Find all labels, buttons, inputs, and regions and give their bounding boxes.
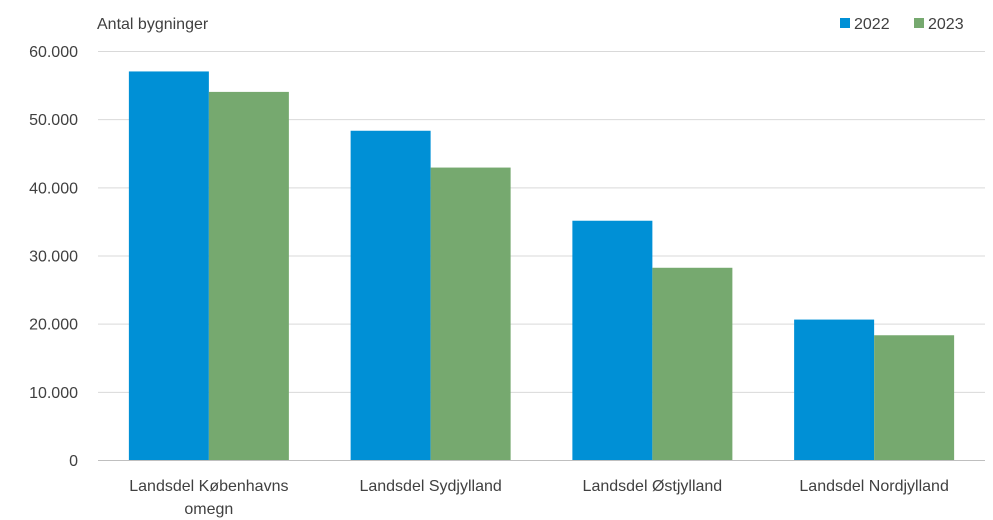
bars: [128, 71, 955, 461]
x-category-label: Landsdel Sydjylland: [359, 478, 501, 495]
y-tick-label: 0: [69, 453, 78, 470]
bar-2022-3: [794, 319, 875, 460]
y-tick-label: 30.000: [29, 249, 78, 266]
y-tick-label: 20.000: [29, 317, 78, 334]
x-category-label: Landsdel Østjylland: [583, 478, 723, 495]
labels: 0 10.000 20.000 30.000 40.000 50.000 60.000 Lan…: [29, 16, 949, 518]
y-tick-label: 60.000: [29, 44, 78, 61]
x-category-label: omegn: [184, 501, 233, 518]
bar-2022-1: [350, 130, 431, 460]
legend-swatch-2022: [840, 18, 850, 28]
bar-2022-0: [128, 71, 209, 460]
bar-2023-0: [208, 91, 289, 461]
bar-2023-2: [652, 267, 733, 460]
bar-2023-3: [874, 335, 955, 460]
y-tick-label: 50.000: [29, 112, 78, 129]
legend-label-2022: 2022: [854, 16, 890, 33]
y-axis-label: Antal bygninger: [97, 16, 209, 33]
bar-2023-1: [430, 167, 511, 460]
y-tick-label: 10.000: [29, 385, 78, 402]
bar-2022-2: [572, 220, 653, 460]
x-category-label: Landsdel Nordjylland: [799, 478, 948, 495]
y-tick-label: 40.000: [29, 180, 78, 197]
legend: 2022 2023: [840, 16, 964, 33]
legend-label-2023: 2023: [928, 16, 964, 33]
legend-swatch-2023: [914, 18, 924, 28]
x-category-label: Landsdel Københavns: [129, 478, 288, 495]
